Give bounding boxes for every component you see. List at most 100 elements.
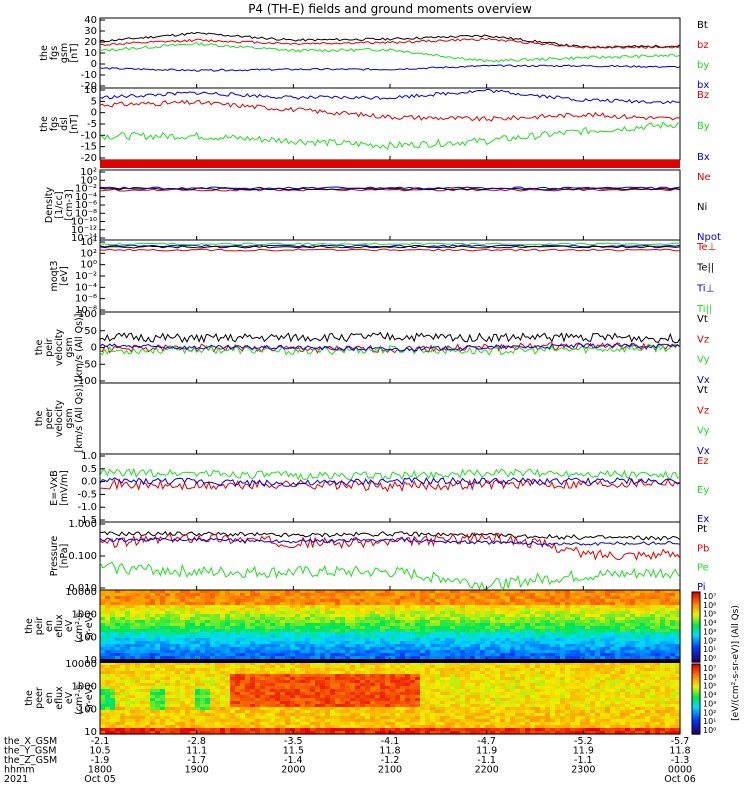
spectrogram-cell	[200, 626, 206, 630]
spectrogram-cell	[610, 650, 616, 654]
spectrogram-cell	[375, 680, 381, 684]
spectrogram-cell	[160, 605, 166, 609]
spectrogram-cell	[160, 680, 166, 684]
spectrogram-cell	[180, 731, 186, 735]
trace-line	[99, 186, 681, 190]
spectrogram-cell	[435, 635, 441, 639]
spectrogram-cell	[465, 665, 471, 669]
spectrogram-cell	[180, 593, 186, 597]
spectrogram-cell	[675, 647, 681, 651]
spectrogram-cell	[170, 644, 176, 648]
spectrogram-cell	[140, 626, 146, 630]
spectrogram-cell	[145, 656, 151, 660]
spectrogram-cell	[430, 602, 436, 606]
spectrogram-cell	[520, 608, 526, 612]
spectrogram-cell	[475, 662, 481, 666]
spectrogram-cell	[330, 722, 336, 726]
spectrogram-cell	[475, 674, 481, 678]
spectrogram-cell	[155, 593, 161, 597]
spectrogram-cell	[610, 623, 616, 627]
spectrogram-cell	[375, 731, 381, 735]
spectrogram-cell	[570, 647, 576, 651]
spectrogram-cell	[335, 605, 341, 609]
spectrogram-cell	[145, 599, 151, 603]
spectrogram-cell	[330, 650, 336, 654]
spectrogram-cell	[535, 596, 541, 600]
spectrogram-cell	[220, 671, 226, 675]
spectrogram-cell	[640, 644, 646, 648]
spectrogram-cell	[365, 704, 371, 708]
spectrogram-cell	[440, 593, 446, 597]
spectrogram-cell	[275, 653, 281, 657]
spectrogram-cell	[390, 671, 396, 675]
spectrogram-cell	[315, 626, 321, 630]
spectrogram-cell	[325, 650, 331, 654]
spectrogram-cell	[165, 644, 171, 648]
spectrogram-cell	[285, 722, 291, 726]
spectrogram-cell	[115, 635, 121, 639]
spectrogram-cell	[415, 650, 421, 654]
spectrogram-cell	[155, 596, 161, 600]
spectrogram-cell	[625, 611, 631, 615]
spectrogram-cell	[310, 590, 316, 594]
spectrogram-cell	[535, 647, 541, 651]
spectrogram-cell	[370, 731, 376, 735]
spectrogram-cell	[115, 665, 121, 669]
spectrogram-cell	[590, 590, 596, 594]
spectrogram-cell	[455, 662, 461, 666]
spectrogram-cell	[430, 590, 436, 594]
ylabel-line: the	[34, 411, 45, 427]
spectrogram-cell	[170, 725, 176, 729]
spectrogram-cell	[215, 620, 221, 624]
spectrogram-cell	[325, 644, 331, 648]
spectrogram-cell	[230, 608, 236, 612]
spectrogram-cell	[300, 725, 306, 729]
spectrogram-cell	[250, 680, 256, 684]
spectrogram-cell	[390, 722, 396, 726]
spectrogram-cell	[630, 611, 636, 615]
spectrogram-cell	[610, 620, 616, 624]
spectrogram-cell	[110, 668, 116, 672]
spectrogram-cell	[285, 614, 291, 618]
spectrogram-cell	[210, 713, 216, 717]
spectrogram-cell	[475, 629, 481, 633]
spectrogram-cell	[310, 623, 316, 627]
spectrogram-cell	[310, 725, 316, 729]
spectrogram-cell	[180, 686, 186, 690]
spectrogram-cell	[240, 689, 246, 693]
spectrogram-cell	[430, 728, 436, 732]
spectrogram-cell	[470, 668, 476, 672]
spectrogram-cell	[325, 647, 331, 651]
spectrogram-cell	[140, 722, 146, 726]
spectrogram-cell	[455, 623, 461, 627]
spectrogram-cell	[205, 731, 211, 735]
spectrogram-cell	[380, 629, 386, 633]
spectrogram-cell	[320, 707, 326, 711]
spectrogram-cell	[250, 599, 256, 603]
spectrogram-cell	[330, 662, 336, 666]
spectrogram-cell	[420, 593, 426, 597]
spectrogram-cell	[565, 617, 571, 621]
spectrogram-cell	[195, 614, 201, 618]
spectrogram-cell	[550, 608, 556, 612]
spectrogram-cell	[290, 647, 296, 651]
spectrogram-cell	[150, 665, 156, 669]
spectrogram-cell	[645, 602, 651, 606]
spectrogram-cell	[580, 647, 586, 651]
spectrogram-cell	[605, 653, 611, 657]
spectrogram-cell	[570, 596, 576, 600]
spectrogram-cell	[615, 623, 621, 627]
spectrogram-cell	[115, 641, 121, 645]
spectrogram-cell	[365, 725, 371, 729]
spectrogram-cell	[465, 692, 471, 696]
spectrogram-cell	[430, 671, 436, 675]
spectrogram-cell	[240, 692, 246, 696]
spectrogram-cell	[270, 599, 276, 603]
spectrogram-cell	[385, 662, 391, 666]
spectrogram-cell	[310, 632, 316, 636]
spectrogram-cell	[130, 665, 136, 669]
spectrogram-cell	[440, 710, 446, 714]
spectrogram-cell	[530, 638, 536, 642]
spectrogram-cell	[600, 653, 606, 657]
spectrogram-cell	[325, 728, 331, 732]
